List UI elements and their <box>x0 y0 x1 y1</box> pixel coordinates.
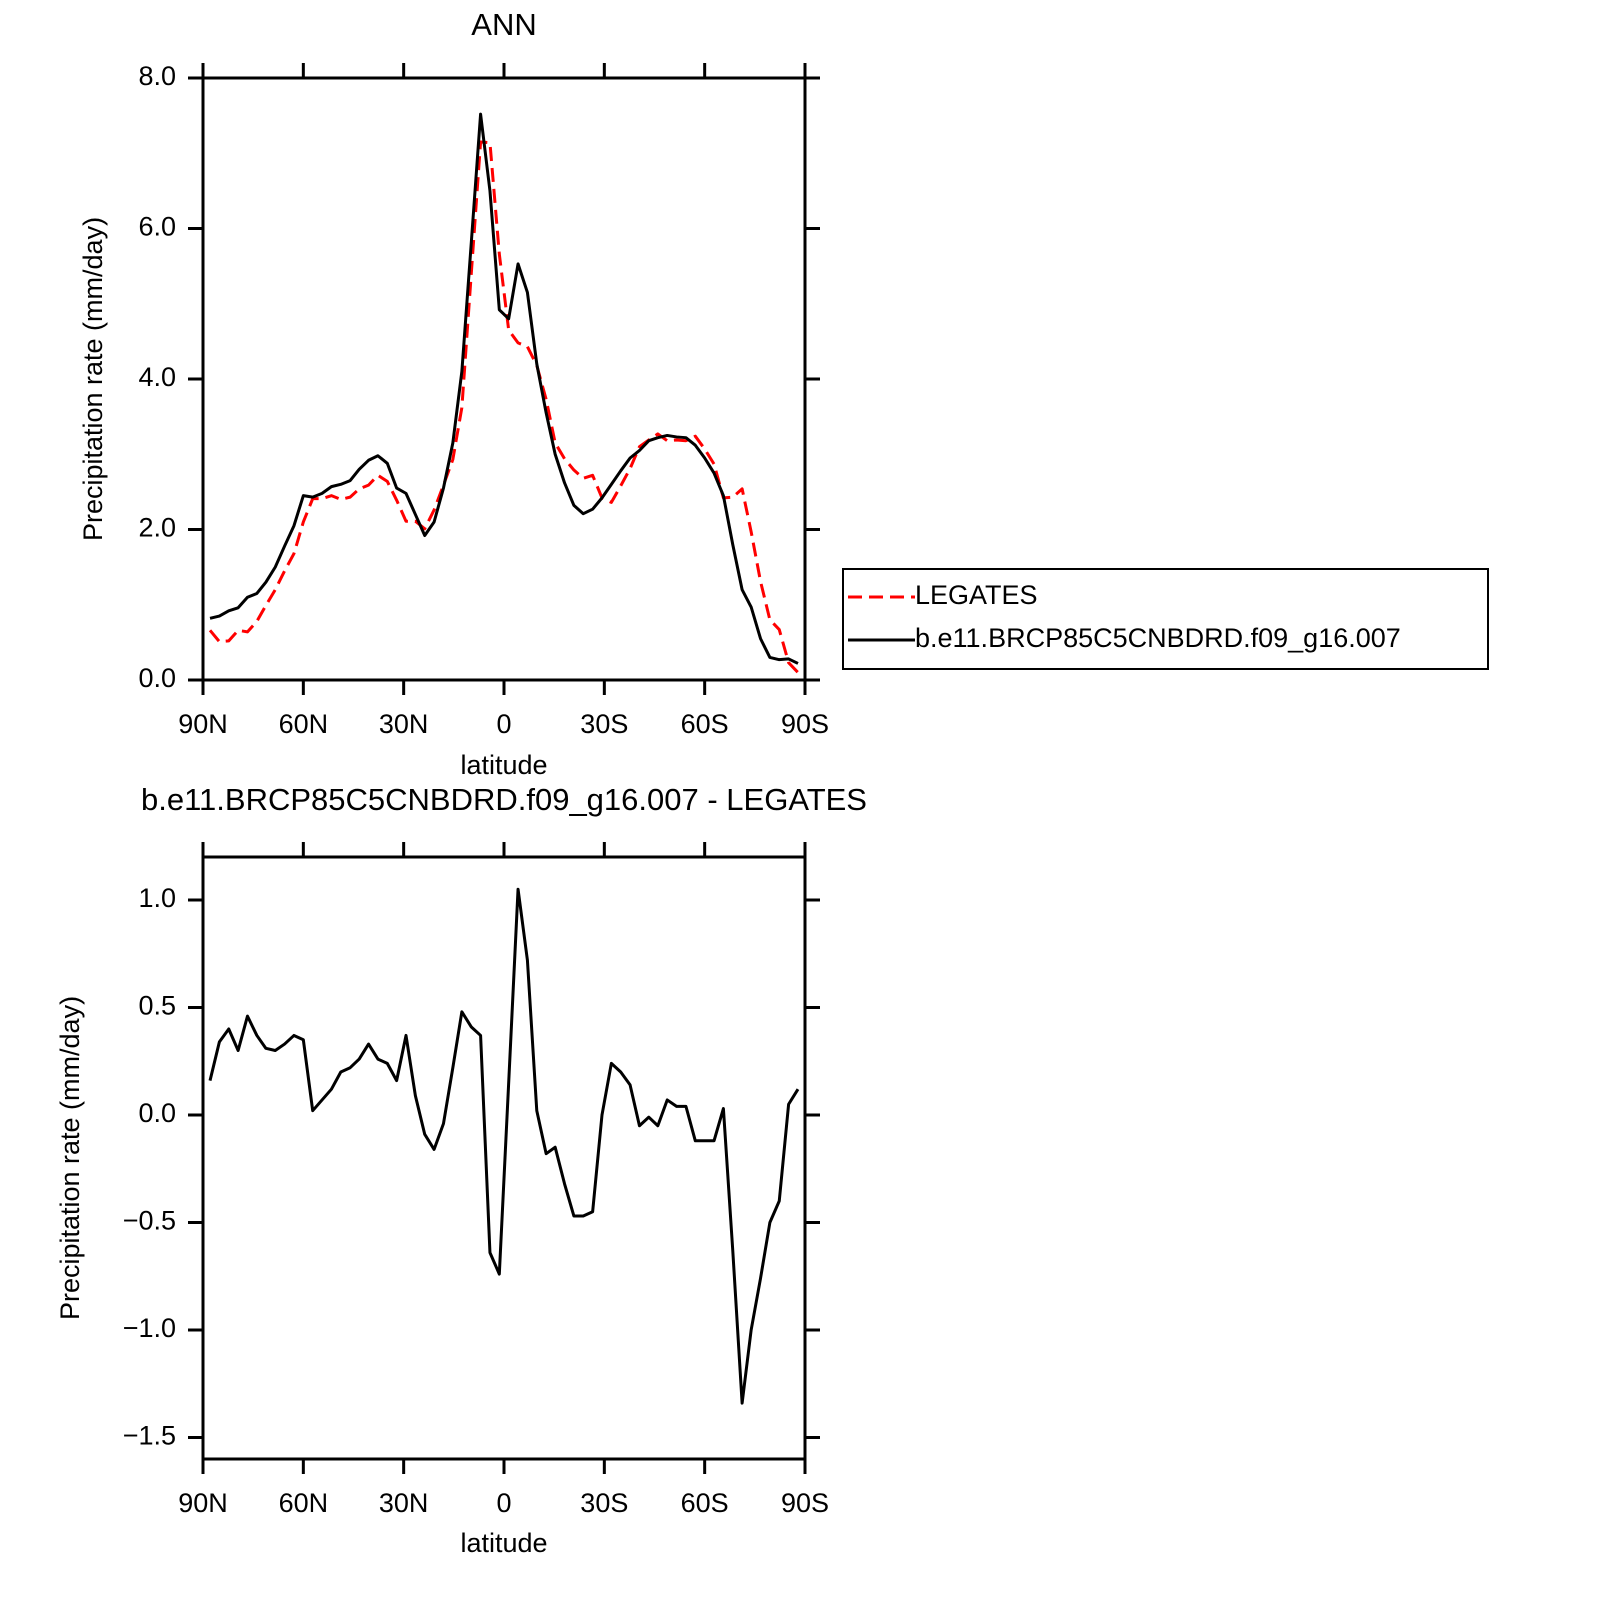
plot: ANN latitude Precipitation rate (mm/day) 0.… <box>78 7 1489 780</box>
x-tick-label: 60N <box>279 709 329 739</box>
y-tick-label: −1.5 <box>123 1421 176 1451</box>
x-axis-label: latitude <box>460 1528 547 1558</box>
chart-title: ANN <box>471 7 536 42</box>
y-tick-label: 6.0 <box>138 212 176 242</box>
y-axis-label: Precipitation rate (mm/day) <box>55 996 85 1320</box>
legend-label: LEGATES <box>915 580 1038 610</box>
x-tick-label: 30S <box>580 1488 628 1518</box>
plot: b.e11.BRCP85C5CNBDRD.f09_g16.007 - LEGAT… <box>55 782 867 1558</box>
y-tick-label: 0.5 <box>138 991 176 1021</box>
y-tick-label: 0.0 <box>138 663 176 693</box>
data-line <box>208 887 800 1405</box>
y-tick-label: 4.0 <box>138 362 176 392</box>
x-tick-label: 0 <box>496 1488 511 1518</box>
x-axis-label: latitude <box>460 750 547 780</box>
x-tick-label: 90N <box>178 709 228 739</box>
data-line <box>208 140 800 674</box>
chart-title: b.e11.BRCP85C5CNBDRD.f09_g16.007 - LEGAT… <box>141 782 867 817</box>
y-tick-label: −1.0 <box>123 1313 176 1343</box>
x-tick-label: 30N <box>379 709 429 739</box>
x-tick-label: 90N <box>178 1488 228 1518</box>
x-tick-label: 60S <box>681 1488 729 1518</box>
y-tick-label: 1.0 <box>138 883 176 913</box>
legend: LEGATES b.e11.BRCP85C5CNBDRD.f09_g16.007 <box>842 568 1489 670</box>
x-tick-label: 30N <box>379 1488 429 1518</box>
x-tick-label: 60N <box>279 1488 329 1518</box>
x-tick-label: 90S <box>781 709 829 739</box>
y-tick-label: 2.0 <box>138 513 176 543</box>
y-axis-label: Precipitation rate (mm/day) <box>78 217 108 541</box>
y-tick-label: 0.0 <box>138 1098 176 1128</box>
legend-label: b.e11.BRCP85C5CNBDRD.f09_g16.007 <box>915 623 1401 653</box>
legend-box <box>842 568 1489 670</box>
y-tick-label: 8.0 <box>138 61 176 91</box>
x-tick-label: 30S <box>580 709 628 739</box>
x-tick-label: 90S <box>781 1488 829 1518</box>
x-tick-label: 0 <box>496 709 511 739</box>
data-line <box>209 112 799 665</box>
x-tick-label: 60S <box>681 709 729 739</box>
plot-frame <box>201 76 807 682</box>
y-tick-label: −0.5 <box>123 1206 176 1236</box>
